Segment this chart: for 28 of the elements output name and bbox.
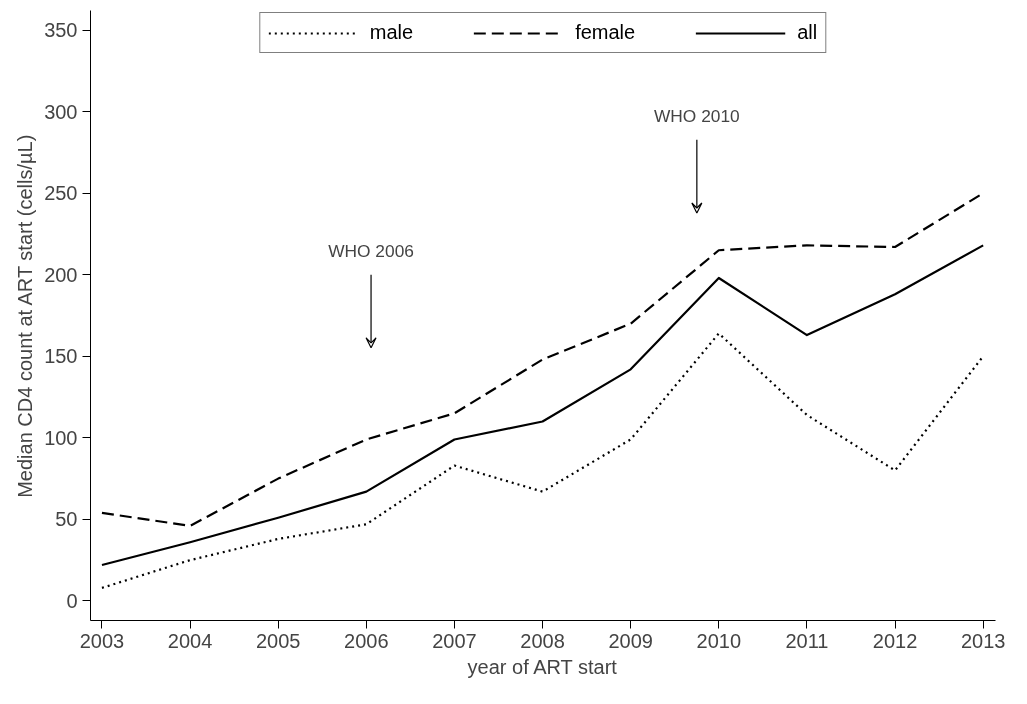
y-tick-label: 300 — [44, 100, 78, 123]
x-tick-label: 2004 — [167, 629, 213, 652]
y-tick-label: 200 — [44, 263, 78, 286]
legend-label: female — [575, 21, 636, 44]
line-series — [100, 244, 985, 567]
y-tick-label: 100 — [44, 426, 78, 449]
x-tick-label: 2012 — [872, 629, 918, 652]
x-tick-label: 2009 — [608, 629, 653, 652]
y-tick-label: 250 — [44, 182, 78, 205]
y-tick-label: 50 — [55, 508, 78, 531]
legend-label: all — [797, 21, 818, 44]
line-series — [100, 332, 985, 589]
legend-label: male — [369, 21, 414, 44]
x-tick-label: 2011 — [785, 629, 829, 652]
y-axis-title: Median CD4 count at ART start (cells/µL) — [14, 134, 37, 498]
y-tick-label: 150 — [44, 345, 78, 368]
x-tick-label: 2003 — [79, 629, 125, 652]
x-axis-title: year of ART start — [467, 655, 618, 678]
annotation: WHO 2010 — [653, 105, 740, 126]
x-tick-label: 2006 — [344, 629, 389, 652]
annotation: WHO 2006 — [328, 240, 414, 261]
y-tick-label: 350 — [44, 19, 78, 42]
x-tick-label: 2013 — [960, 629, 1006, 652]
y-tick-label: 0 — [66, 589, 78, 612]
x-tick-label: 2008 — [520, 629, 565, 652]
x-tick-label: 2007 — [432, 629, 477, 652]
x-tick-label: 2010 — [696, 629, 742, 652]
x-tick-label: 2005 — [255, 629, 301, 652]
